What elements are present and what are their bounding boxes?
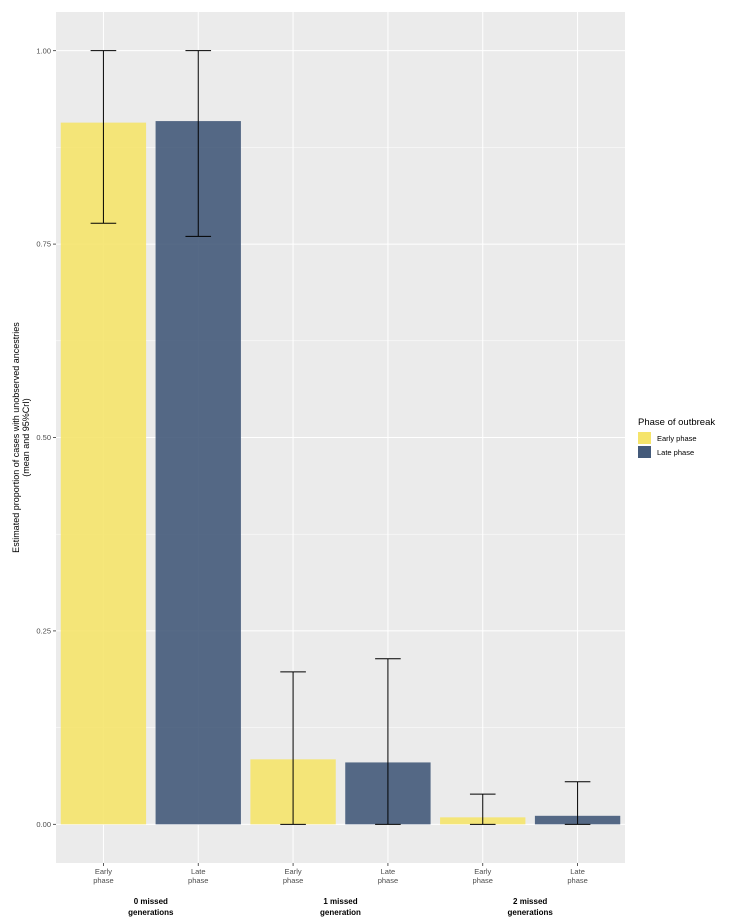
x-tick-label: Late phase	[567, 867, 587, 885]
error-bar	[185, 50, 212, 237]
error-bar	[564, 781, 591, 825]
x-tick-label: Early phase	[93, 867, 113, 885]
group-label: 0 missed generations	[128, 897, 174, 917]
bar-late-phase	[155, 121, 241, 825]
group-label: 1 missed generation	[320, 897, 361, 917]
legend-item: Early phase	[638, 432, 697, 444]
error-bar	[90, 50, 117, 224]
legend-key	[638, 446, 651, 458]
error-bar	[375, 658, 401, 825]
legend-label: Late phase	[657, 448, 694, 457]
x-tick-label: Early phase	[283, 867, 303, 885]
y-tick-label: 0.00	[36, 820, 51, 829]
group-label: 2 missed generations	[507, 897, 553, 917]
y-tick-label: 0.75	[36, 240, 51, 249]
y-tick-label: 0.25	[36, 627, 51, 636]
x-axis: Early phase Late phase Early phase Late phase Ea…	[93, 863, 588, 917]
y-tick-label: 0.50	[36, 433, 51, 442]
y-axis-title: Estimated proportion of cases with unobs…	[11, 322, 31, 553]
y-axis: 0.00 0.25 0.50 0.75 1.00	[36, 46, 56, 829]
error-bar	[469, 793, 496, 825]
legend: Phase of outbreak Early phase Late phase	[638, 417, 715, 458]
legend-key	[638, 432, 651, 444]
x-tick-label: Late phase	[378, 867, 398, 885]
bar-early-phase	[60, 122, 147, 825]
error-bars	[90, 50, 591, 825]
legend-label: Early phase	[657, 434, 697, 443]
plot-panel	[56, 12, 625, 863]
error-bar	[280, 671, 306, 825]
bars	[60, 121, 621, 825]
x-tick-label: Early phase	[473, 867, 493, 885]
y-tick-label: 1.00	[36, 46, 51, 55]
x-tick-label: Late phase	[188, 867, 208, 885]
legend-title: Phase of outbreak	[638, 417, 715, 428]
legend-item: Late phase	[638, 446, 694, 458]
